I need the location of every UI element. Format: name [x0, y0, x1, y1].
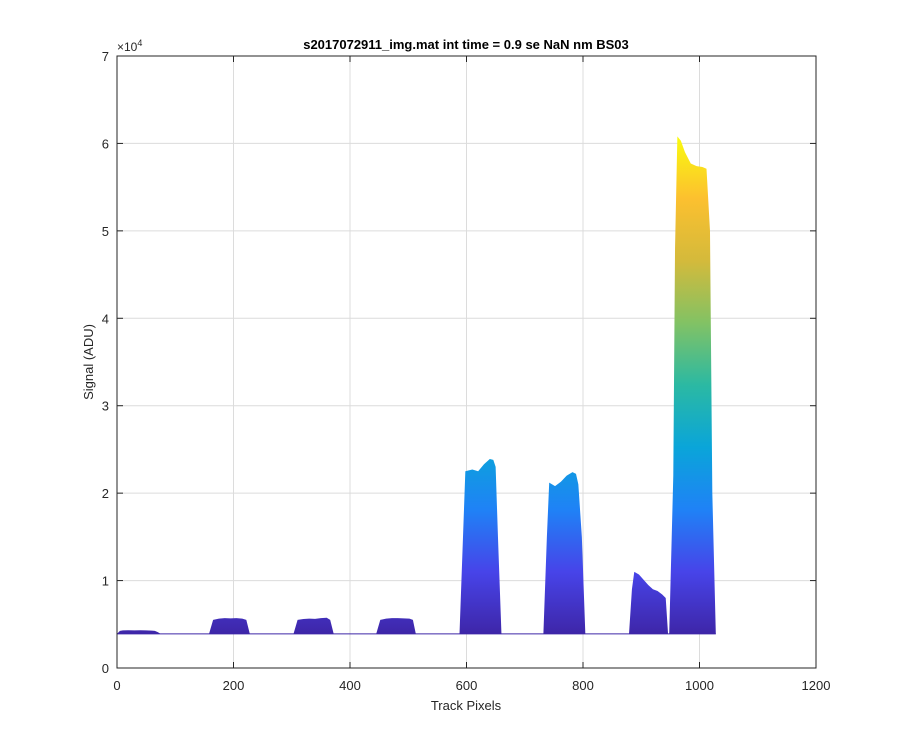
- x-tick-label: 800: [572, 678, 594, 693]
- y-exponent-power: 4: [137, 38, 142, 48]
- y-tick-label: 1: [102, 574, 109, 589]
- signal-peak-6: [543, 472, 586, 634]
- x-tick-label: 1200: [802, 678, 831, 693]
- signal-peak-2: [209, 618, 250, 634]
- y-exponent-label: ×104: [117, 38, 142, 54]
- y-tick-label: 6: [102, 136, 109, 151]
- y-axis-label: Signal (ADU): [81, 324, 96, 400]
- plot-series: [117, 136, 716, 635]
- x-tick-label: 200: [223, 678, 245, 693]
- x-tick-label: 400: [339, 678, 361, 693]
- x-tick-label: 600: [456, 678, 478, 693]
- y-tick-label: 2: [102, 486, 109, 501]
- y-tick-label: 5: [102, 224, 109, 239]
- x-axis-label: Track Pixels: [431, 698, 502, 713]
- y-tick-label: 7: [102, 49, 109, 64]
- signal-peak-4: [376, 618, 416, 634]
- signal-peak-3: [293, 617, 334, 634]
- x-tick-label: 0: [113, 678, 120, 693]
- signal-peak-1: [117, 630, 161, 634]
- y-exponent-base: ×10: [117, 40, 138, 54]
- axes: 0 200 400 600 800 1000 1200 0 1 2 3 4 5 6 7: [102, 49, 831, 693]
- chart-text: s2017072911_img.mat int time = 0.9 se Na…: [81, 37, 629, 713]
- y-tick-label: 0: [102, 661, 109, 676]
- y-tick-label: 3: [102, 399, 109, 414]
- signal-peak-8: [669, 136, 716, 634]
- signal-peak-5: [459, 459, 502, 634]
- y-tick-label: 4: [102, 311, 109, 326]
- x-tick-label: 1000: [685, 678, 714, 693]
- chart-title: s2017072911_img.mat int time = 0.9 se Na…: [303, 37, 629, 52]
- signal-peak-7: [629, 571, 669, 634]
